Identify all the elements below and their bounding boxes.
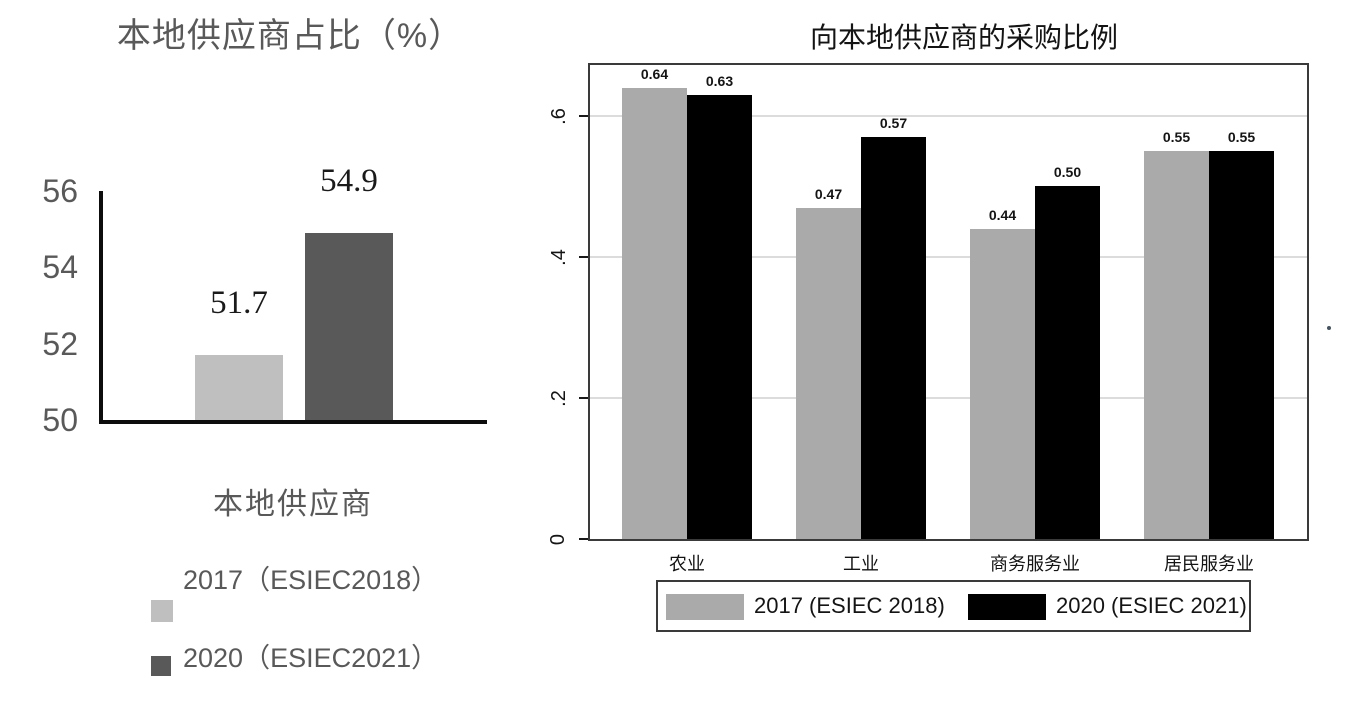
bar-value-label: 0.55: [1227, 129, 1256, 145]
category-label: 居民服务业: [1164, 554, 1254, 574]
bar-2017-2: [796, 208, 861, 539]
category-label: 农业: [669, 554, 705, 574]
y-tick-mark: [579, 397, 588, 399]
bar-value-label: 0.64: [640, 66, 669, 82]
left-y-axis-line: [99, 191, 103, 424]
left-y-tick-label: 50: [42, 402, 78, 438]
left-chart-title: 本地供应商占比（%）: [116, 17, 464, 55]
left-x-axis-line: [99, 420, 487, 424]
bar-2020-3: [1035, 186, 1100, 539]
bar-value-label: 0.55: [1162, 129, 1191, 145]
bar-2020-1: [687, 95, 752, 539]
bar-2020-2: [861, 137, 926, 539]
y-tick-mark: [579, 115, 588, 117]
gridline: [590, 256, 1307, 258]
left-bar-2020: [305, 233, 393, 420]
left-bar-value-label: 54.9: [320, 163, 378, 199]
y-tick-mark: [579, 538, 588, 540]
bar-value-label: 0.50: [1053, 164, 1082, 180]
bar-value-label: 0.44: [988, 207, 1017, 223]
right-legend-swatch-2020: [968, 594, 1046, 620]
bar-value-label: 0.57: [879, 115, 908, 131]
gridline: [590, 397, 1307, 399]
right-legend-box: 2017 (ESIEC 2018) 2020 (ESIEC 2021): [656, 580, 1251, 632]
category-label: 商务服务业: [990, 554, 1080, 574]
legend-label-2020: 2020（ESIEC2021）: [183, 643, 439, 673]
bar-2017-4: [1144, 151, 1209, 539]
bar-2017-3: [970, 229, 1035, 539]
bar-value-label: 0.47: [814, 186, 843, 202]
left-bar-value-label: 51.7: [210, 285, 268, 321]
stray-dot-artifact: [1327, 326, 1331, 330]
left-y-tick-label: 56: [42, 172, 78, 209]
legend-label-2017: 2017（ESIEC2018）: [183, 565, 439, 595]
bar-2020-4: [1209, 151, 1274, 539]
left-x-axis-label: 本地供应商: [213, 488, 373, 521]
legend-swatch-2020: [151, 656, 171, 676]
bar-value-label: 0.63: [705, 73, 734, 89]
y-tick-mark: [579, 256, 588, 258]
bar-2017-1: [622, 88, 687, 539]
right-legend-swatch-2017: [666, 594, 744, 620]
right-plot-area: 0.64 0.63 0.47 0.57 0.44 0.50 0.55 0.55: [588, 63, 1309, 541]
legend-swatch-2017: [151, 600, 173, 622]
right-legend-label-2017: 2017 (ESIEC 2018): [754, 593, 945, 618]
right-chart-title: 向本地供应商的采购比例: [809, 22, 1118, 53]
right-legend-label-2020: 2020 (ESIEC 2021): [1056, 593, 1247, 618]
category-label: 工业: [843, 554, 879, 574]
left-y-tick-label: 54: [42, 249, 78, 286]
left-bar-2017: [195, 355, 283, 420]
left-y-tick-label: 52: [42, 325, 78, 362]
gridline: [590, 115, 1307, 117]
